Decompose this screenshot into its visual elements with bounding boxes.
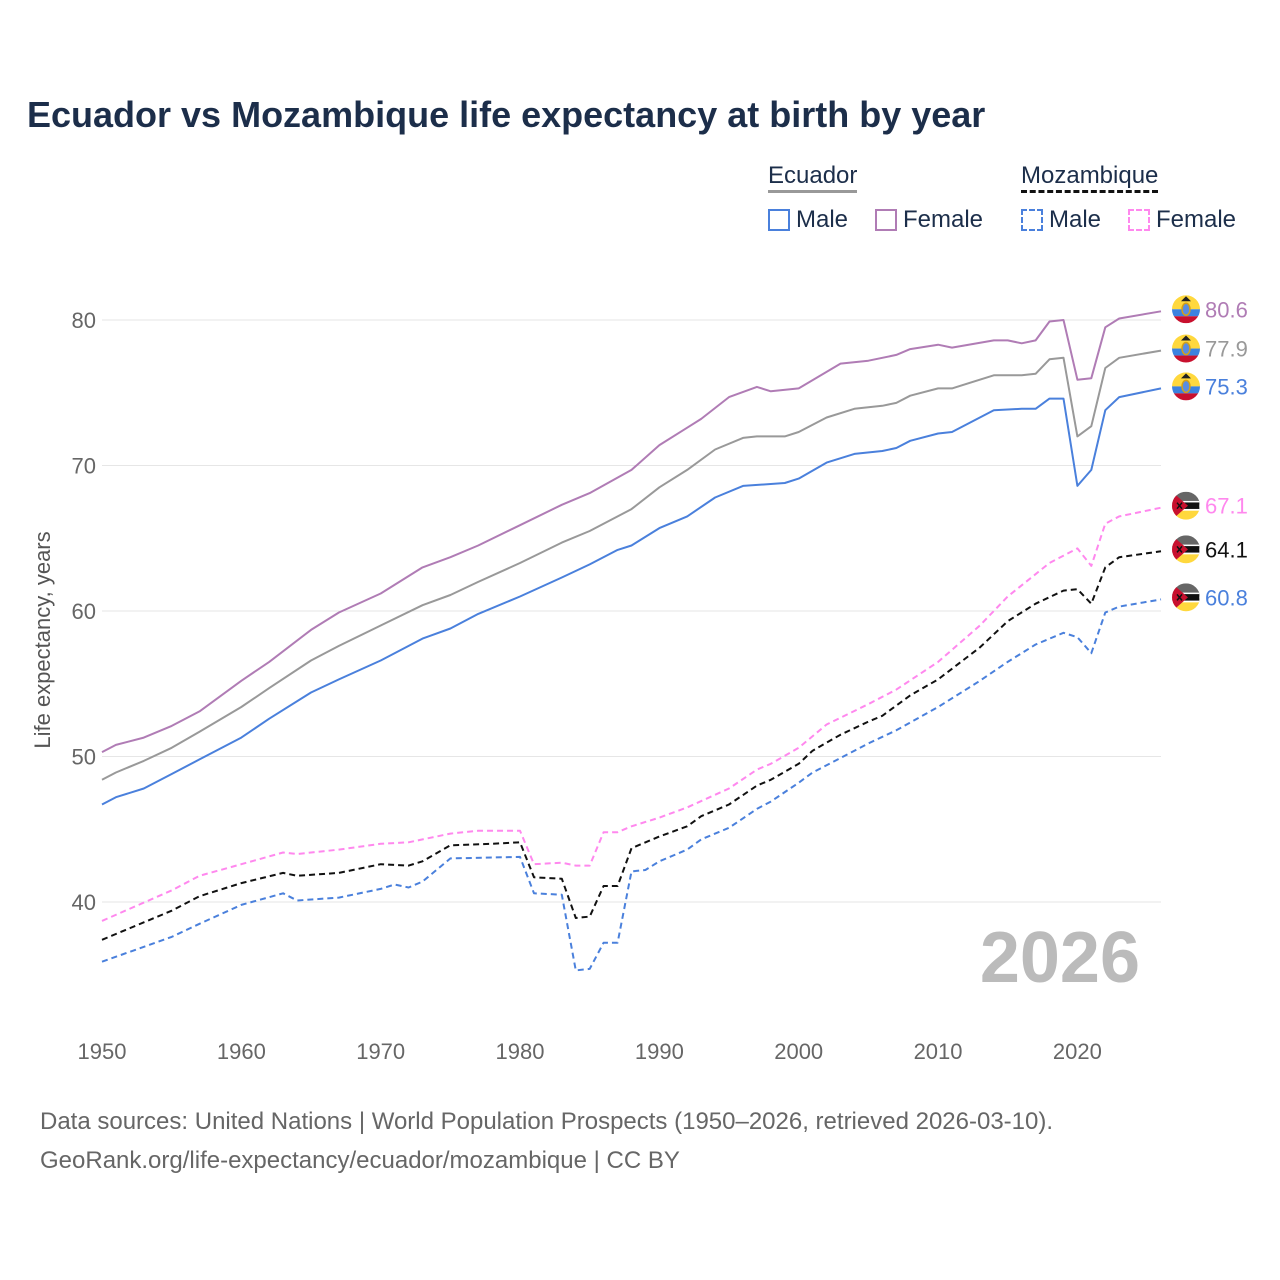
flag-emblem bbox=[1181, 341, 1191, 356]
source-line-1: Data sources: United Nations | World Pop… bbox=[40, 1108, 1054, 1135]
flag-stripe bbox=[1172, 554, 1200, 564]
legend-label: Female bbox=[1156, 206, 1237, 233]
mozambique-flag-icon bbox=[1172, 491, 1200, 520]
ecuador-flag-icon bbox=[1172, 334, 1200, 363]
flag-stripe bbox=[1172, 535, 1200, 546]
flag-stripe bbox=[1172, 316, 1200, 324]
legend-mozambique-male[interactable]: Male bbox=[1021, 206, 1101, 234]
legend-label: Male bbox=[796, 206, 849, 233]
legend-swatch bbox=[768, 209, 790, 231]
y-axis-label: Life expectancy, years bbox=[30, 531, 55, 748]
x-tick-label: 2000 bbox=[774, 1039, 823, 1064]
series-line-mozambique-female[interactable] bbox=[101, 506, 1162, 922]
flag-stripe bbox=[1172, 334, 1200, 349]
end-flag bbox=[1172, 491, 1200, 520]
y-tick-label: 70 bbox=[72, 454, 96, 479]
x-tick-label: 1950 bbox=[78, 1039, 127, 1064]
series-line-mozambique-male[interactable] bbox=[101, 598, 1162, 972]
series-line-ecuador-both[interactable] bbox=[101, 349, 1162, 781]
y-tick-label: 40 bbox=[72, 890, 96, 915]
legend-ecuador-male[interactable]: Male bbox=[768, 206, 848, 234]
flag-emblem bbox=[1181, 379, 1191, 394]
flag-condor bbox=[1181, 373, 1191, 379]
flag-stripe bbox=[1172, 393, 1200, 401]
flag-stripe bbox=[1172, 491, 1200, 502]
flag-stripe bbox=[1172, 295, 1200, 310]
mozambique-flag-icon bbox=[1172, 535, 1200, 564]
y-tick-label: 50 bbox=[72, 745, 96, 770]
year-annotation: 2026 bbox=[980, 918, 1140, 998]
flag-stripe bbox=[1172, 510, 1200, 520]
legend-group-mozambique: Mozambique bbox=[1021, 162, 1159, 193]
flag-stripe bbox=[1172, 602, 1200, 612]
mozambique-flag-icon bbox=[1172, 583, 1200, 612]
end-flag bbox=[1172, 334, 1200, 363]
end-value-label: 64.1 bbox=[1205, 537, 1248, 562]
legend-ecuador-female[interactable]: Female bbox=[875, 206, 983, 234]
y-tick-label: 60 bbox=[72, 599, 96, 624]
ecuador-flag-icon bbox=[1172, 372, 1200, 401]
x-tick-label: 1960 bbox=[217, 1039, 266, 1064]
flag-stripe bbox=[1172, 583, 1200, 594]
end-value-label: 60.8 bbox=[1205, 585, 1248, 610]
legend-swatch bbox=[1021, 209, 1043, 231]
end-flag bbox=[1172, 295, 1200, 324]
flag-stripe bbox=[1172, 372, 1200, 387]
flag-stripe bbox=[1172, 355, 1200, 363]
x-tick-label: 1980 bbox=[496, 1039, 545, 1064]
end-flag bbox=[1172, 583, 1200, 612]
end-flag bbox=[1172, 372, 1200, 401]
legend-label: Female bbox=[903, 206, 984, 233]
end-value-label: 77.9 bbox=[1205, 337, 1248, 362]
ecuador-flag-icon bbox=[1172, 295, 1200, 324]
x-tick-label: 2020 bbox=[1053, 1039, 1102, 1064]
series-line-mozambique-both[interactable] bbox=[101, 550, 1162, 941]
series-line-ecuador-female[interactable] bbox=[101, 310, 1162, 753]
flag-emblem bbox=[1176, 593, 1183, 601]
series-line-ecuador-male[interactable] bbox=[101, 387, 1162, 806]
chart-title: Ecuador vs Mozambique life expectancy at… bbox=[27, 94, 986, 135]
legend-swatch bbox=[1128, 209, 1150, 231]
flag-emblem bbox=[1176, 545, 1183, 553]
flag-condor bbox=[1181, 335, 1191, 341]
x-tick-label: 1970 bbox=[356, 1039, 405, 1064]
flag-emblem bbox=[1176, 502, 1183, 510]
legend-swatch bbox=[875, 209, 897, 231]
legend-group-ecuador: Ecuador bbox=[768, 162, 858, 193]
end-value-label: 80.6 bbox=[1205, 297, 1248, 322]
x-tick-label: 1990 bbox=[635, 1039, 684, 1064]
legend-label: Male bbox=[1049, 206, 1102, 233]
end-value-label: 75.3 bbox=[1205, 374, 1248, 399]
x-tick-label: 2010 bbox=[914, 1039, 963, 1064]
source-line-2: GeoRank.org/life-expectancy/ecuador/moza… bbox=[40, 1147, 680, 1174]
flag-emblem bbox=[1181, 302, 1191, 317]
end-flag bbox=[1172, 535, 1200, 564]
legend-mozambique-female[interactable]: Female bbox=[1128, 206, 1236, 234]
y-tick-label: 80 bbox=[72, 308, 96, 333]
flag-condor bbox=[1181, 296, 1191, 302]
end-value-label: 67.1 bbox=[1205, 494, 1248, 519]
